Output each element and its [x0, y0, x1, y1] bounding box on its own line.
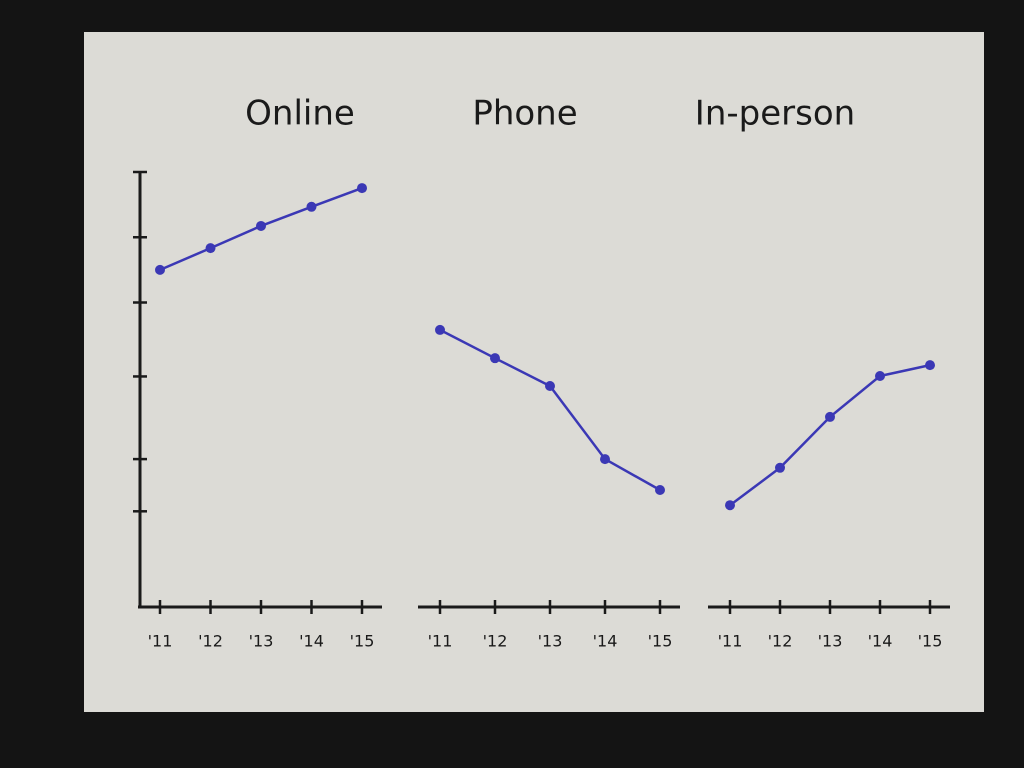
point	[155, 264, 165, 275]
point	[600, 454, 610, 465]
point	[490, 353, 500, 364]
point	[925, 360, 935, 371]
point	[875, 371, 885, 382]
point	[306, 201, 317, 212]
chart-title: Phone	[472, 94, 577, 134]
point	[357, 183, 367, 194]
x-tick-label: '12	[768, 632, 793, 651]
point	[256, 220, 266, 231]
x-tick-label: '11	[148, 632, 173, 651]
x-tick-label: '15	[350, 632, 375, 651]
x-tick-label: '12	[483, 632, 508, 651]
x-tick-label: '13	[818, 632, 843, 651]
x-tick-label: '15	[918, 632, 943, 651]
x-tick-label: '15	[648, 632, 673, 651]
chart-title: In-person	[695, 94, 855, 134]
x-tick-label: '13	[538, 632, 563, 651]
x-tick-label: '13	[249, 632, 274, 651]
point	[775, 462, 785, 473]
chart-title: Online	[245, 94, 355, 134]
x-tick-label: '12	[198, 632, 223, 651]
x-tick-label: '11	[718, 632, 743, 651]
x-tick-label: '14	[299, 632, 324, 651]
point	[725, 500, 735, 511]
x-tick-label: '14	[868, 632, 893, 651]
x-tick-label: '14	[593, 632, 618, 651]
x-tick-label: '11	[428, 632, 453, 651]
point	[655, 484, 665, 495]
point	[205, 243, 216, 254]
paper	[84, 32, 984, 712]
point	[825, 411, 835, 422]
point	[545, 381, 555, 392]
point	[435, 324, 445, 335]
